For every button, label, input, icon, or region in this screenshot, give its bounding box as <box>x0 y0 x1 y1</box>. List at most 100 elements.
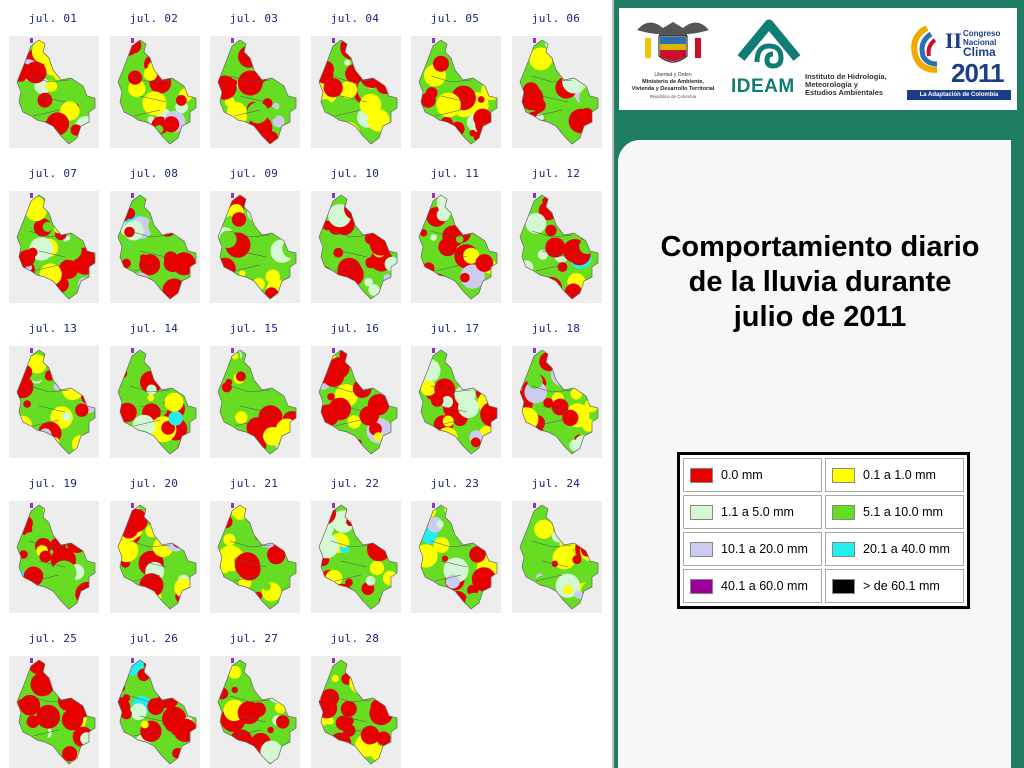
legend-label: 5.1 a 10.0 mm <box>863 505 943 519</box>
map-date-label: jul. 20 <box>129 477 179 490</box>
congreso-clima-logo: II Congreso Nacional Clima 2011 La Adapt… <box>907 14 1011 104</box>
map-image <box>110 36 200 148</box>
map-date-label: jul. 09 <box>229 167 279 180</box>
map-image <box>210 656 300 768</box>
map-image <box>210 501 300 613</box>
ideam-sub3: Estudios Ambientales <box>805 88 884 97</box>
map-image <box>311 501 401 613</box>
map-date-label: jul. 13 <box>28 322 78 335</box>
legend-swatch <box>690 504 713 520</box>
map-image <box>110 501 200 613</box>
legend-grid: 0.0 mm 0.1 a 1.0 mm 1.1 a 5.0 mm 5.1 a 10.0… <box>683 458 964 603</box>
map-date-label: jul. 23 <box>430 477 480 490</box>
map-image <box>210 346 300 458</box>
legend-swatch <box>832 541 855 557</box>
map-image <box>9 36 99 148</box>
map-date-label: jul. 16 <box>330 322 380 335</box>
map-image <box>411 191 501 303</box>
ministerio-line4: República de Colombia <box>649 94 697 99</box>
map-date-label: jul. 17 <box>430 322 480 335</box>
legend-item: 40.1 a 60.0 mm <box>683 569 822 603</box>
map-date-label: jul. 26 <box>129 632 179 645</box>
map-date-label: jul. 15 <box>229 322 279 335</box>
congreso-tagline: La Adaptación de Colombia <box>907 90 1011 100</box>
legend-item: 20.1 a 40.0 mm <box>825 532 964 566</box>
congreso-roman: II <box>945 28 963 53</box>
map-date-label: jul. 04 <box>330 12 380 25</box>
map-image <box>411 346 501 458</box>
legend-item: > de 60.1 mm <box>825 569 964 603</box>
ideam-sub2: Meteorología y <box>805 80 858 89</box>
map-image <box>411 36 501 148</box>
congreso-line1: Congreso <box>963 29 1001 38</box>
map-image <box>110 346 200 458</box>
map-image <box>311 346 401 458</box>
legend-item: 10.1 a 20.0 mm <box>683 532 822 566</box>
ideam-logo: IDEAM Instituto de Hidrología, Meteorolo… <box>731 18 901 102</box>
map-image <box>512 191 602 303</box>
coat-of-arms-icon <box>637 22 709 63</box>
legend-item: 0.0 mm <box>683 458 822 492</box>
map-date-label: jul. 27 <box>229 632 279 645</box>
legend-swatch <box>832 467 855 483</box>
legend-swatch <box>690 467 713 483</box>
legend-label: 40.1 a 60.0 mm <box>721 579 808 593</box>
map-date-label: jul. 10 <box>330 167 380 180</box>
map-date-label: jul. 22 <box>330 477 380 490</box>
ministerio-line3: Vivienda y Desarrollo Territorial <box>631 86 715 92</box>
legend-label: 10.1 a 20.0 mm <box>721 542 808 556</box>
map-date-label: jul. 14 <box>129 322 179 335</box>
map-date-label: jul. 03 <box>229 12 279 25</box>
maps-panel: jul. 01 jul. 02 jul. 03 jul. 04 <box>0 0 614 768</box>
map-date-label: jul. 11 <box>430 167 480 180</box>
map-image <box>512 346 602 458</box>
map-image <box>9 501 99 613</box>
map-image <box>110 191 200 303</box>
congreso-year: 2011 <box>951 58 1004 88</box>
legend-label: 20.1 a 40.0 mm <box>863 542 950 556</box>
map-image <box>9 191 99 303</box>
coat-of-arms-logo: Libertad y Orden Ministerio de Ambiente,… <box>629 12 717 108</box>
legend-swatch <box>690 578 713 594</box>
map-image <box>411 501 501 613</box>
map-image <box>210 36 300 148</box>
legend-item: 5.1 a 10.0 mm <box>825 495 964 529</box>
map-date-label: jul. 18 <box>531 322 581 335</box>
map-image <box>311 36 401 148</box>
legend-item: 1.1 a 5.0 mm <box>683 495 822 529</box>
legend-swatch <box>690 541 713 557</box>
map-image <box>512 36 602 148</box>
map-image <box>9 656 99 768</box>
congreso-line3: Clima <box>963 45 996 59</box>
legend-label: > de 60.1 mm <box>863 579 940 593</box>
map-image <box>512 501 602 613</box>
ideam-sub1: Instituto de Hidrología, <box>805 72 887 81</box>
map-date-label: jul. 21 <box>229 477 279 490</box>
legend-label: 0.0 mm <box>721 468 763 482</box>
map-image <box>110 656 200 768</box>
congreso-line2: Nacional <box>963 38 997 47</box>
ministerio-line1: Libertad y Orden <box>654 72 692 78</box>
map-date-label: jul. 12 <box>531 167 581 180</box>
legend-swatch <box>832 578 855 594</box>
rainfall-legend: 0.0 mm 0.1 a 1.0 mm 1.1 a 5.0 mm 5.1 a 10.0… <box>677 452 970 609</box>
colombia-swirl-icon <box>911 25 938 73</box>
legend-swatch <box>832 504 855 520</box>
map-date-label: jul. 25 <box>28 632 78 645</box>
map-date-label: jul. 07 <box>28 167 78 180</box>
legend-label: 0.1 a 1.0 mm <box>863 468 936 482</box>
page-title: Comportamiento diario de la lluvia duran… <box>660 231 980 333</box>
map-image <box>9 346 99 458</box>
map-date-label: jul. 06 <box>531 12 581 25</box>
map-date-label: jul. 05 <box>430 12 480 25</box>
map-date-label: jul. 02 <box>129 12 179 25</box>
map-date-label: jul. 24 <box>531 477 581 490</box>
map-image <box>210 191 300 303</box>
map-date-label: jul. 28 <box>330 632 380 645</box>
logo-bar: Libertad y Orden Ministerio de Ambiente,… <box>619 8 1017 110</box>
legend-item: 0.1 a 1.0 mm <box>825 458 964 492</box>
map-image <box>311 191 401 303</box>
ideam-icon <box>737 19 801 69</box>
map-date-label: jul. 01 <box>28 12 78 25</box>
map-date-label: jul. 19 <box>28 477 78 490</box>
